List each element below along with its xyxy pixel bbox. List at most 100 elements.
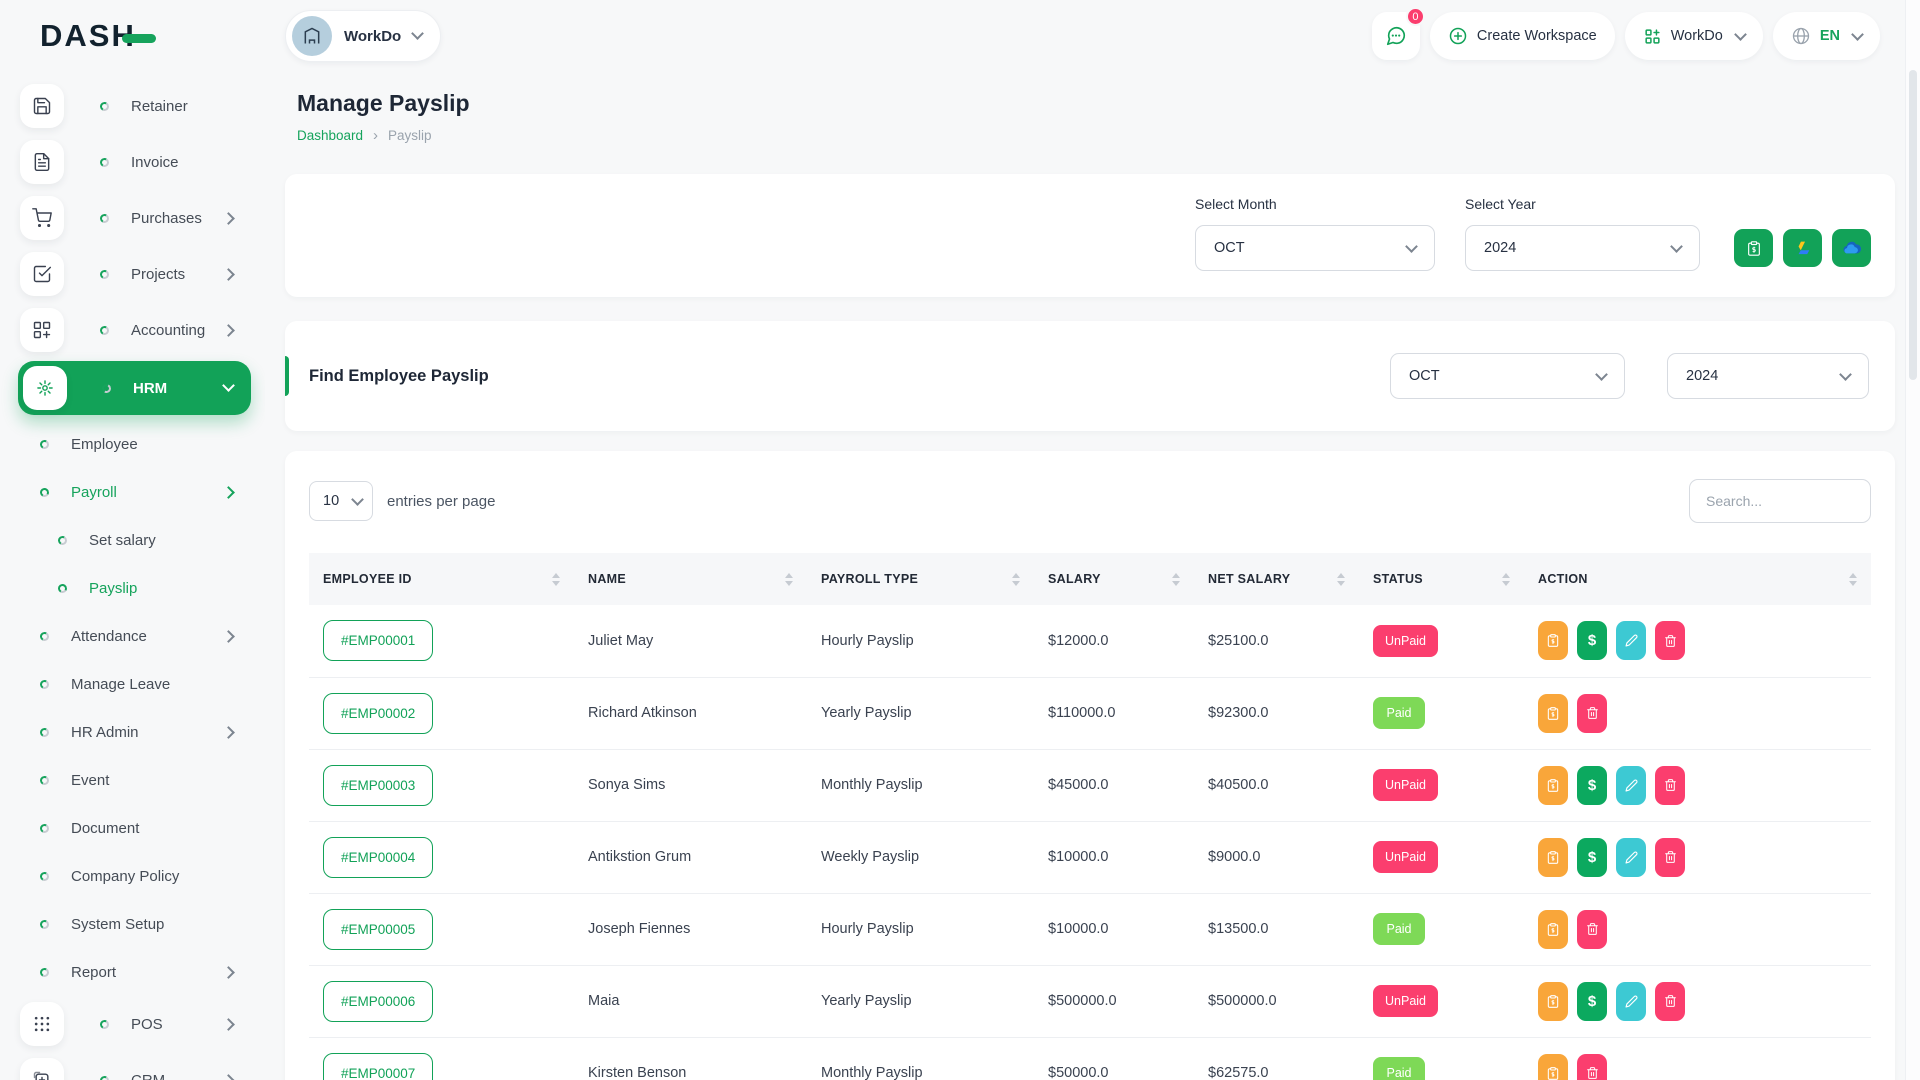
accent-bar bbox=[285, 356, 289, 396]
delete-button[interactable] bbox=[1655, 765, 1685, 805]
table-column-header[interactable]: ACTION bbox=[1524, 553, 1871, 605]
sort-icon[interactable] bbox=[552, 572, 560, 586]
delete-button[interactable] bbox=[1577, 1053, 1607, 1080]
payslip-receipt-button[interactable] bbox=[1538, 621, 1568, 661]
sidebar-item-label: Event bbox=[71, 771, 110, 789]
edit-button[interactable] bbox=[1616, 981, 1646, 1021]
sidebar-item[interactable]: Event bbox=[20, 756, 247, 804]
delete-button[interactable] bbox=[1655, 837, 1685, 877]
bulk-payment-button[interactable] bbox=[1734, 229, 1773, 267]
sort-icon[interactable] bbox=[1502, 572, 1510, 586]
sidebar-item[interactable]: Company Policy bbox=[20, 852, 247, 900]
sort-icon[interactable] bbox=[1172, 572, 1180, 586]
google-drive-button[interactable] bbox=[1783, 229, 1822, 267]
net-salary: $25100.0 bbox=[1194, 605, 1359, 678]
payslip-table: EMPLOYEE ID NAME bbox=[309, 553, 1871, 1080]
edit-button[interactable] bbox=[1616, 765, 1646, 805]
find-month-select[interactable]: OCT bbox=[1390, 353, 1625, 399]
employee-id-button[interactable]: #EMP00004 bbox=[323, 836, 434, 878]
pay-button[interactable]: $ bbox=[1577, 621, 1607, 661]
sidebar-item[interactable]: System Setup bbox=[20, 900, 247, 948]
pay-button[interactable]: $ bbox=[1577, 837, 1607, 877]
bullet-icon bbox=[100, 382, 113, 394]
employee-id-button[interactable]: #EMP00002 bbox=[323, 692, 434, 734]
payslip-receipt-button[interactable] bbox=[1538, 837, 1568, 877]
pay-button[interactable]: $ bbox=[1577, 981, 1607, 1021]
sidebar-item[interactable]: Retainer bbox=[20, 78, 247, 134]
scrollbar-thumb[interactable] bbox=[1909, 70, 1917, 380]
bullet-icon bbox=[38, 822, 51, 834]
workspace-selector[interactable]: WorkDo bbox=[285, 10, 442, 62]
sidebar-item[interactable]: Attendance bbox=[20, 612, 247, 660]
chevron-down-icon bbox=[351, 493, 365, 506]
sidebar-item[interactable]: Accounting bbox=[20, 302, 247, 358]
delete-button[interactable] bbox=[1577, 909, 1607, 949]
sort-icon[interactable] bbox=[1849, 572, 1857, 586]
employee-id-button[interactable]: #EMP00001 bbox=[323, 620, 434, 662]
sidebar-item[interactable]: Report bbox=[20, 948, 247, 996]
payslip-receipt-button[interactable] bbox=[1538, 981, 1568, 1021]
sidebar-item[interactable]: HR Admin bbox=[20, 708, 247, 756]
edit-button[interactable] bbox=[1616, 837, 1646, 877]
create-workspace-button[interactable]: Create Workspace bbox=[1429, 12, 1615, 60]
workspace-name: WorkDo bbox=[344, 27, 402, 45]
sidebar-item[interactable]: Projects bbox=[20, 246, 247, 302]
sidebar-item[interactable]: CRM bbox=[20, 1052, 247, 1080]
payslip-receipt-button[interactable] bbox=[1538, 693, 1568, 733]
bullet-icon bbox=[56, 582, 69, 594]
table-column-header[interactable]: NET SALARY bbox=[1194, 553, 1359, 605]
sidebar-item[interactable]: Manage Leave bbox=[20, 660, 247, 708]
sidebar-item[interactable]: Payslip bbox=[20, 564, 247, 612]
delete-button[interactable] bbox=[1655, 981, 1685, 1021]
messages-button[interactable]: 0 bbox=[1371, 7, 1425, 60]
scrollbar[interactable] bbox=[1905, 0, 1920, 1080]
find-year-select[interactable]: 2024 bbox=[1667, 353, 1869, 399]
sidebar-item[interactable]: Set salary bbox=[20, 516, 247, 564]
sidebar-item[interactable]: Employee bbox=[20, 420, 247, 468]
sort-icon[interactable] bbox=[785, 572, 793, 586]
table-column-header[interactable]: STATUS bbox=[1359, 553, 1524, 605]
table-column-header[interactable]: PAYROLL TYPE bbox=[807, 553, 1034, 605]
page-size-select[interactable]: 10 bbox=[309, 481, 373, 521]
edit-button[interactable] bbox=[1616, 621, 1646, 661]
month-select[interactable]: OCT bbox=[1195, 225, 1435, 271]
year-select[interactable]: 2024 bbox=[1465, 225, 1700, 271]
bullet-icon bbox=[98, 156, 111, 168]
brand-logo[interactable]: DASH bbox=[0, 0, 265, 72]
sidebar-item-label: Attendance bbox=[71, 627, 147, 645]
breadcrumb-dashboard-link[interactable]: Dashboard bbox=[297, 128, 364, 143]
sort-icon[interactable] bbox=[1012, 572, 1020, 586]
payslip-receipt-button[interactable] bbox=[1538, 909, 1568, 949]
page-title: Manage Payslip bbox=[297, 90, 470, 116]
delete-button[interactable] bbox=[1577, 693, 1607, 733]
sidebar-item[interactable]: Document bbox=[20, 804, 247, 852]
employee-name: Joseph Fiennes bbox=[574, 893, 807, 966]
onedrive-button[interactable] bbox=[1832, 229, 1871, 267]
year-select-value: 2024 bbox=[1484, 240, 1517, 256]
payslip-table-card: 10 entries per page EMPL bbox=[285, 451, 1895, 1080]
delete-button[interactable] bbox=[1655, 621, 1685, 661]
search-input[interactable] bbox=[1689, 479, 1871, 523]
table-column-header[interactable]: SALARY bbox=[1034, 553, 1194, 605]
sidebar-item-label: Retainer bbox=[131, 97, 188, 115]
sidebar: DASH Retainer Invoice bbox=[0, 0, 265, 1080]
employee-name: Antikstion Grum bbox=[574, 821, 807, 894]
employee-id-button[interactable]: #EMP00006 bbox=[323, 980, 434, 1022]
sidebar-item[interactable]: Invoice bbox=[20, 134, 247, 190]
language-selector[interactable]: EN bbox=[1772, 12, 1880, 60]
sidebar-item[interactable]: HRM bbox=[18, 361, 251, 415]
employee-id-button[interactable]: #EMP00005 bbox=[323, 908, 434, 950]
payslip-receipt-button[interactable] bbox=[1538, 1053, 1568, 1080]
pay-button[interactable]: $ bbox=[1577, 765, 1607, 805]
sidebar-item[interactable]: Payroll bbox=[20, 468, 247, 516]
payslip-receipt-button[interactable] bbox=[1538, 765, 1568, 805]
app-switcher-button[interactable]: WorkDo bbox=[1624, 12, 1763, 60]
sort-icon[interactable] bbox=[1337, 572, 1345, 586]
table-column-header[interactable]: NAME bbox=[574, 553, 807, 605]
employee-id-button[interactable]: #EMP00003 bbox=[323, 764, 434, 806]
sidebar-item[interactable]: Purchases bbox=[20, 190, 247, 246]
table-column-header[interactable]: EMPLOYEE ID bbox=[309, 553, 574, 605]
employee-id-button[interactable]: #EMP00007 bbox=[323, 1052, 434, 1080]
sidebar-item[interactable]: POS bbox=[20, 996, 247, 1052]
